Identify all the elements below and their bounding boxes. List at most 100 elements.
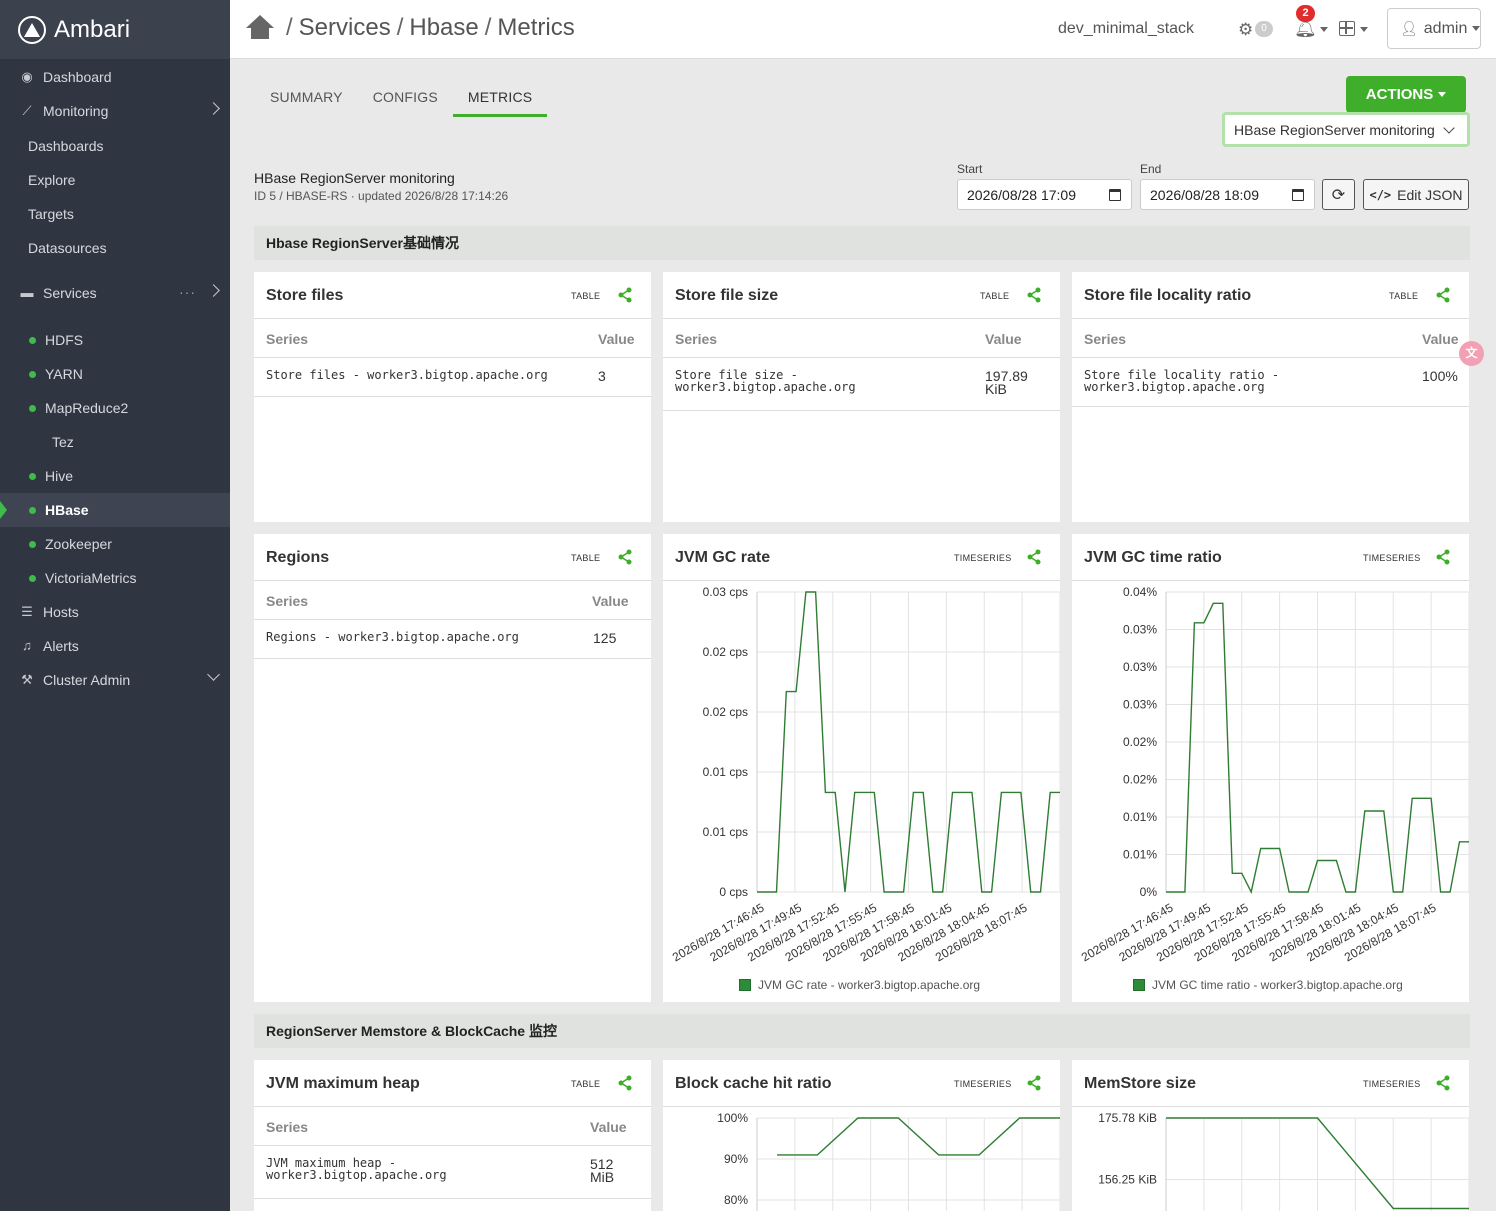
y-tick-label: 100% <box>717 1111 748 1125</box>
user-menu-button[interactable]: 👤︎ admin <box>1387 8 1481 49</box>
topbar: / Services / Hbase / Metrics dev_minimal… <box>230 0 1496 59</box>
panel-title: JVM GC rate <box>675 549 771 566</box>
sidebar-item-label: Dashboards <box>28 138 104 154</box>
chevron-down-icon <box>207 668 220 681</box>
section-header: Hbase RegionServer基础情况 <box>254 226 1470 260</box>
start-datetime-input[interactable]: 2026/08/28 17:09 <box>957 179 1132 210</box>
y-tick-label: 0.01 cps <box>703 765 748 779</box>
panel-type: TABLE <box>571 553 601 563</box>
sidebar-item-label: Hosts <box>43 604 79 620</box>
sidebar-item-alerts[interactable]: ♫ Alerts <box>0 629 230 663</box>
sidebar-item-label: Tez <box>52 434 74 450</box>
edit-json-button[interactable]: </> Edit JSON <box>1363 179 1469 210</box>
chevron-right-icon <box>207 102 220 115</box>
sidebar-item-label: Alerts <box>43 638 79 654</box>
panel-type: TIMESERIES <box>1363 553 1421 563</box>
alerts-bell-icon[interactable]: 🔔︎ <box>1294 18 1328 39</box>
brand-name: Ambari <box>54 15 131 43</box>
tab-summary[interactable]: SUMMARY <box>270 89 343 105</box>
chevron-right-icon[interactable] <box>207 284 220 297</box>
share-icon[interactable] <box>617 549 633 565</box>
actions-button[interactable]: ACTIONS <box>1346 76 1466 113</box>
status-dot <box>29 336 36 344</box>
sidebar-item-hosts[interactable]: ☰ Hosts <box>0 595 230 629</box>
breadcrumb-hbase[interactable]: Hbase <box>409 14 479 41</box>
panel-title: Store file size <box>675 287 779 304</box>
sidebar-item-label: Dashboard <box>43 69 112 85</box>
apps-grid-icon[interactable] <box>1339 21 1355 36</box>
share-icon[interactable] <box>1026 287 1042 303</box>
sidebar-item-hdfs[interactable]: HDFS <box>0 323 230 357</box>
calendar-icon[interactable] <box>1292 189 1304 201</box>
brand[interactable]: Ambari <box>0 0 230 59</box>
y-tick-label: 80% <box>724 1193 748 1207</box>
code-icon: </> <box>1369 187 1392 202</box>
more-icon[interactable]: ··· <box>179 284 196 300</box>
sidebar-item-victoriametrics[interactable]: VictoriaMetrics <box>0 561 230 595</box>
home-icon[interactable] <box>246 15 274 41</box>
panel-type: TABLE <box>1389 291 1419 301</box>
sidebar-item-hive[interactable]: Hive <box>0 459 230 493</box>
tab-metrics[interactable]: METRICS <box>452 78 548 117</box>
panel-regions: Regions TABLE Series Value Regions - worke… <box>254 534 651 1002</box>
sidebar-item-hbase[interactable]: HBase <box>0 493 230 527</box>
gear-icon[interactable]: ⚙ <box>1238 20 1254 39</box>
share-icon[interactable] <box>617 1075 633 1091</box>
y-tick-label: 0.01% <box>1123 810 1157 824</box>
sidebar-item-tez[interactable]: Tez <box>0 425 230 459</box>
chart-legend[interactable]: JVM GC rate - worker3.bigtop.apache.org <box>739 978 980 992</box>
sidebar-item-dashboards[interactable]: Dashboards <box>0 129 230 163</box>
sidebar-item-explore[interactable]: Explore <box>0 163 230 197</box>
share-icon[interactable] <box>1435 287 1451 303</box>
panel-type: TIMESERIES <box>1363 1079 1421 1089</box>
user-name: admin <box>1423 19 1468 37</box>
share-icon[interactable] <box>1435 1075 1451 1091</box>
sidebar-item-targets[interactable]: Targets <box>0 197 230 231</box>
breadcrumb-services[interactable]: Services <box>298 14 391 41</box>
calendar-icon[interactable] <box>1109 189 1121 201</box>
sidebar-item-dashboard[interactable]: ◉ Dashboard <box>0 60 230 94</box>
briefcase-icon: ▬ <box>20 285 34 300</box>
share-icon[interactable] <box>1435 549 1451 565</box>
alerts-count-badge: 2 <box>1296 5 1315 22</box>
sidebar-item-zookeeper[interactable]: Zookeeper <box>0 527 230 561</box>
caret-down-icon[interactable] <box>1360 27 1368 32</box>
palette-icon: ◉ <box>21 69 33 84</box>
y-tick-label: 0.04% <box>1123 585 1157 599</box>
sidebar-item-datasources[interactable]: Datasources <box>0 231 230 265</box>
sidebar-item-monitoring[interactable]: ⟋ Monitoring <box>0 94 230 128</box>
panel-title: JVM maximum heap <box>266 1075 420 1092</box>
y-tick-label: 90% <box>724 1152 748 1166</box>
end-datetime-input[interactable]: 2026/08/28 18:09 <box>1140 179 1315 210</box>
sidebar-item-mapreduce2[interactable]: MapReduce2 <box>0 391 230 425</box>
cluster-name: dev_minimal_stack <box>1058 20 1195 37</box>
chart-legend[interactable]: JVM GC time ratio - worker3.bigtop.apach… <box>1133 978 1403 992</box>
series-header: Series <box>675 331 718 347</box>
panel-memstore: MemStore size TIMESERIES 175.78 KiB 156.25… <box>1072 1060 1469 1211</box>
dashboard-select[interactable]: HBase RegionServer monitoring <box>1222 112 1470 147</box>
wrench-icon: ⚒ <box>21 672 33 687</box>
value-header: Value <box>590 1119 627 1135</box>
dashboard-meta: ID 5 / HBASE-RS · updated 2026/8/28 17:1… <box>254 189 509 203</box>
sidebar-item-cluster-admin[interactable]: ⚒ Cluster Admin <box>0 663 230 697</box>
translate-icon[interactable]: 文 <box>1459 341 1484 366</box>
refresh-button[interactable]: ⟳ <box>1322 179 1355 210</box>
table-row: Store files - worker3.bigtop.apache.org 3 <box>254 358 651 397</box>
panel-store-files: Store files TABLE Series Value Store files… <box>254 272 651 522</box>
share-icon[interactable] <box>617 287 633 303</box>
sidebar-item-yarn[interactable]: YARN <box>0 357 230 391</box>
sidebar-item-label: VictoriaMetrics <box>45 570 137 586</box>
share-icon[interactable] <box>1026 549 1042 565</box>
share-icon[interactable] <box>1026 1075 1042 1091</box>
status-dot <box>29 404 36 412</box>
sidebar-item-label: Monitoring <box>43 103 109 119</box>
sidebar-item-services[interactable]: ▬ Services ··· <box>0 276 230 310</box>
panel-title: Store file locality ratio <box>1084 287 1252 304</box>
ops-count-badge: 0 <box>1255 21 1273 37</box>
refresh-icon: ⟳ <box>1331 186 1346 204</box>
server-icon: ☰ <box>21 604 33 619</box>
panel-type: TIMESERIES <box>954 553 1012 563</box>
y-tick-label: 0.03% <box>1123 660 1157 674</box>
table-row: Store file size - worker3.bigtop.apache.o… <box>663 358 1060 411</box>
tab-configs[interactable]: CONFIGS <box>372 89 438 105</box>
